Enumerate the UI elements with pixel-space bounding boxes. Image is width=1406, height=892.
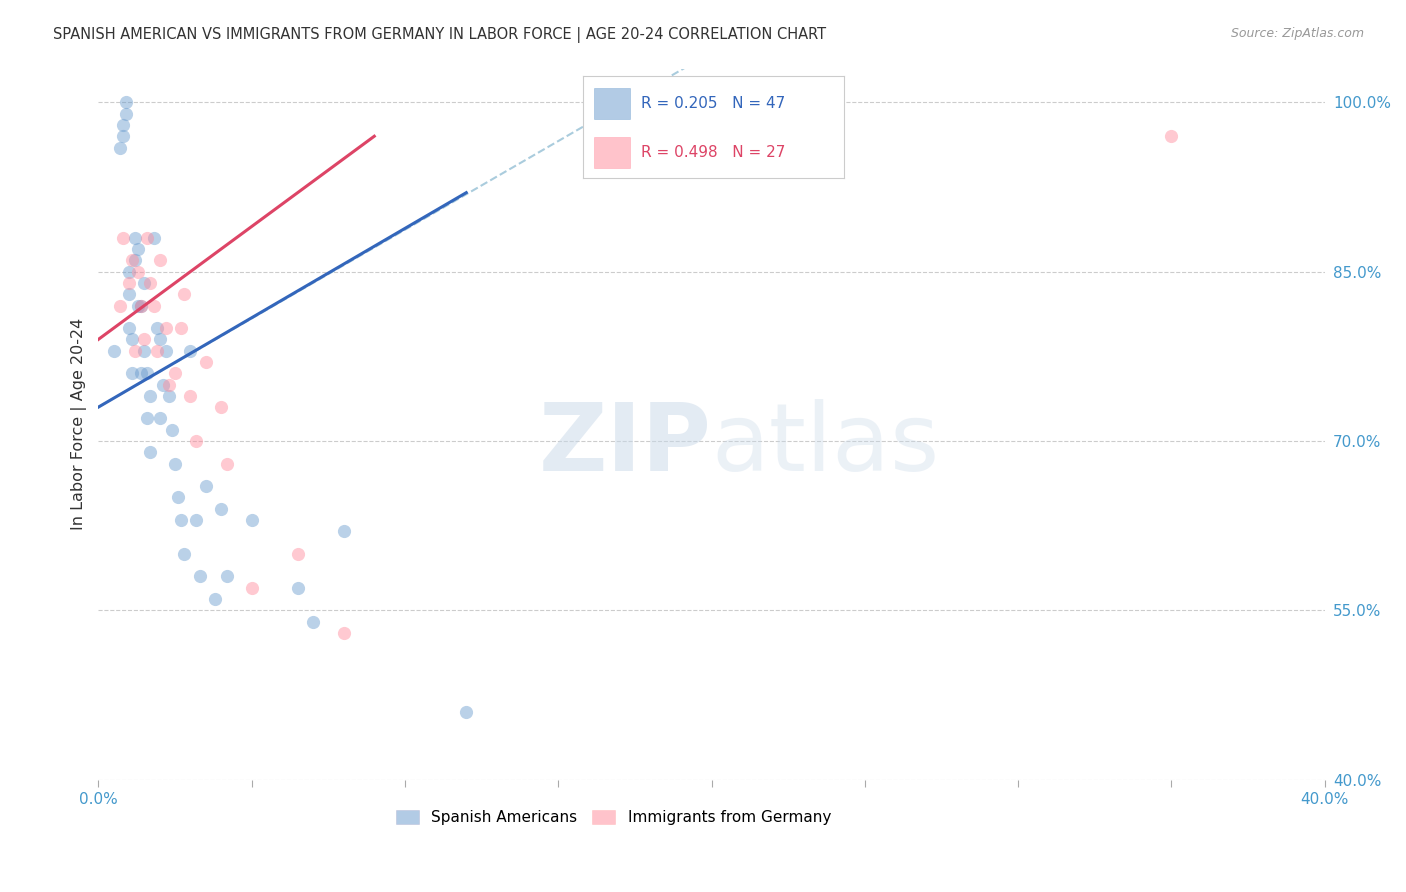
Point bbox=[194, 355, 217, 369]
Point bbox=[157, 377, 180, 392]
Point bbox=[136, 366, 159, 380]
Point bbox=[155, 321, 177, 335]
Y-axis label: In Labor Force | Age 20-24: In Labor Force | Age 20-24 bbox=[72, 318, 87, 530]
Point bbox=[332, 524, 354, 539]
Point bbox=[173, 547, 195, 561]
Point bbox=[149, 333, 172, 347]
Point bbox=[145, 321, 167, 335]
Point bbox=[124, 231, 146, 245]
Point bbox=[217, 569, 239, 583]
Point bbox=[118, 265, 141, 279]
Point bbox=[115, 106, 138, 120]
Point bbox=[157, 389, 180, 403]
Point bbox=[118, 321, 141, 335]
Point bbox=[108, 140, 131, 154]
Point bbox=[129, 299, 152, 313]
Point bbox=[186, 434, 208, 448]
Point bbox=[142, 231, 165, 245]
Point bbox=[134, 343, 156, 358]
Point bbox=[127, 299, 149, 313]
Point bbox=[209, 501, 232, 516]
Point bbox=[155, 343, 177, 358]
Point bbox=[302, 615, 325, 629]
Point bbox=[139, 445, 162, 459]
Point bbox=[111, 129, 134, 144]
Point bbox=[115, 95, 138, 110]
Text: Source: ZipAtlas.com: Source: ZipAtlas.com bbox=[1230, 27, 1364, 40]
Point bbox=[173, 287, 195, 301]
Point bbox=[134, 333, 156, 347]
Point bbox=[149, 411, 172, 425]
Point bbox=[152, 377, 174, 392]
Point bbox=[136, 231, 159, 245]
Point bbox=[124, 253, 146, 268]
Text: R = 0.498   N = 27: R = 0.498 N = 27 bbox=[641, 145, 785, 161]
Point bbox=[160, 423, 183, 437]
Legend: Spanish Americans, Immigrants from Germany: Spanish Americans, Immigrants from Germa… bbox=[396, 810, 831, 825]
Point bbox=[127, 265, 149, 279]
Point bbox=[121, 253, 143, 268]
Point bbox=[139, 276, 162, 290]
Point bbox=[287, 581, 309, 595]
Point bbox=[209, 400, 232, 414]
Point bbox=[139, 389, 162, 403]
Point bbox=[179, 343, 201, 358]
Point bbox=[111, 118, 134, 132]
Point bbox=[121, 366, 143, 380]
Point bbox=[194, 479, 217, 493]
Point bbox=[188, 569, 211, 583]
Point bbox=[111, 231, 134, 245]
Point bbox=[217, 457, 239, 471]
Point bbox=[240, 581, 263, 595]
Point bbox=[134, 276, 156, 290]
Text: ZIP: ZIP bbox=[538, 400, 711, 491]
Point bbox=[103, 343, 125, 358]
Point bbox=[332, 625, 354, 640]
Point bbox=[136, 411, 159, 425]
Point bbox=[121, 333, 143, 347]
Point bbox=[142, 299, 165, 313]
Point bbox=[129, 366, 152, 380]
Point bbox=[204, 592, 226, 607]
Point bbox=[167, 491, 190, 505]
Point bbox=[179, 389, 201, 403]
Point bbox=[163, 366, 186, 380]
Text: SPANISH AMERICAN VS IMMIGRANTS FROM GERMANY IN LABOR FORCE | AGE 20-24 CORRELATI: SPANISH AMERICAN VS IMMIGRANTS FROM GERM… bbox=[53, 27, 827, 43]
Point bbox=[170, 321, 193, 335]
Point bbox=[124, 343, 146, 358]
FancyBboxPatch shape bbox=[593, 88, 630, 119]
Point bbox=[170, 513, 193, 527]
Point bbox=[145, 343, 167, 358]
Point bbox=[240, 513, 263, 527]
Point bbox=[118, 276, 141, 290]
Point bbox=[456, 705, 478, 719]
Point bbox=[149, 253, 172, 268]
Point bbox=[118, 287, 141, 301]
Point bbox=[1160, 129, 1182, 144]
Point bbox=[186, 513, 208, 527]
Point bbox=[127, 242, 149, 256]
FancyBboxPatch shape bbox=[593, 137, 630, 168]
Point bbox=[163, 457, 186, 471]
Text: atlas: atlas bbox=[711, 400, 939, 491]
Text: R = 0.205   N = 47: R = 0.205 N = 47 bbox=[641, 96, 785, 111]
Point bbox=[129, 299, 152, 313]
Point bbox=[287, 547, 309, 561]
Point bbox=[108, 299, 131, 313]
